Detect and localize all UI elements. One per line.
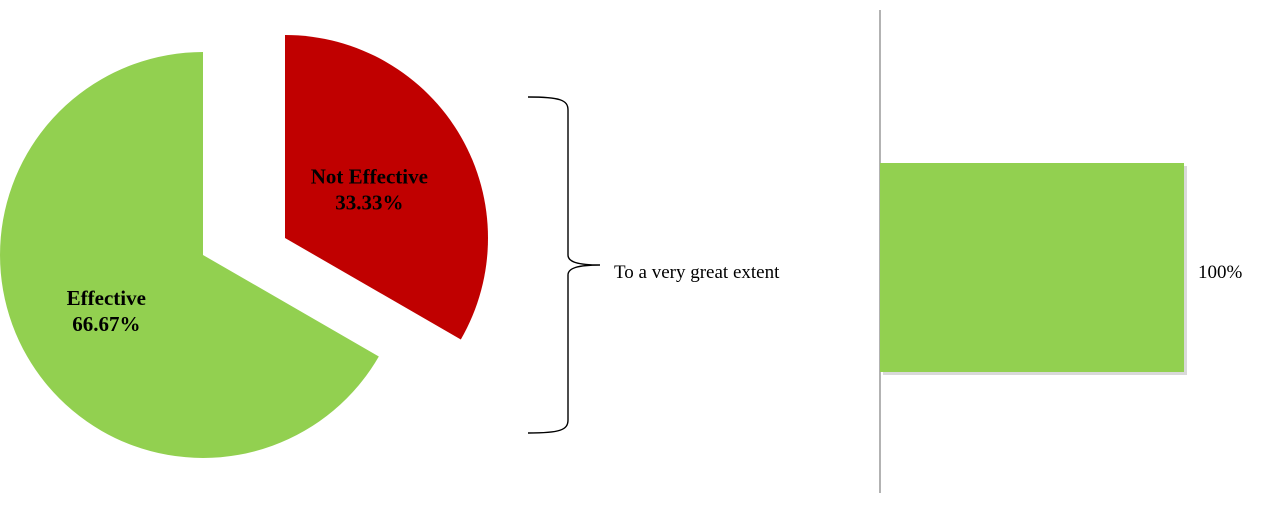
- bar-chart: To a very great extent 100%: [614, 10, 1243, 493]
- bar-category-label: To a very great extent: [614, 262, 780, 283]
- bar-value-label: 100%: [1198, 262, 1243, 283]
- bar-to-a-very-great-extent: [880, 163, 1184, 372]
- pie-chart: Not Effective 33.33%Effective 66.67%: [0, 35, 488, 458]
- bracket-connector: [528, 97, 600, 433]
